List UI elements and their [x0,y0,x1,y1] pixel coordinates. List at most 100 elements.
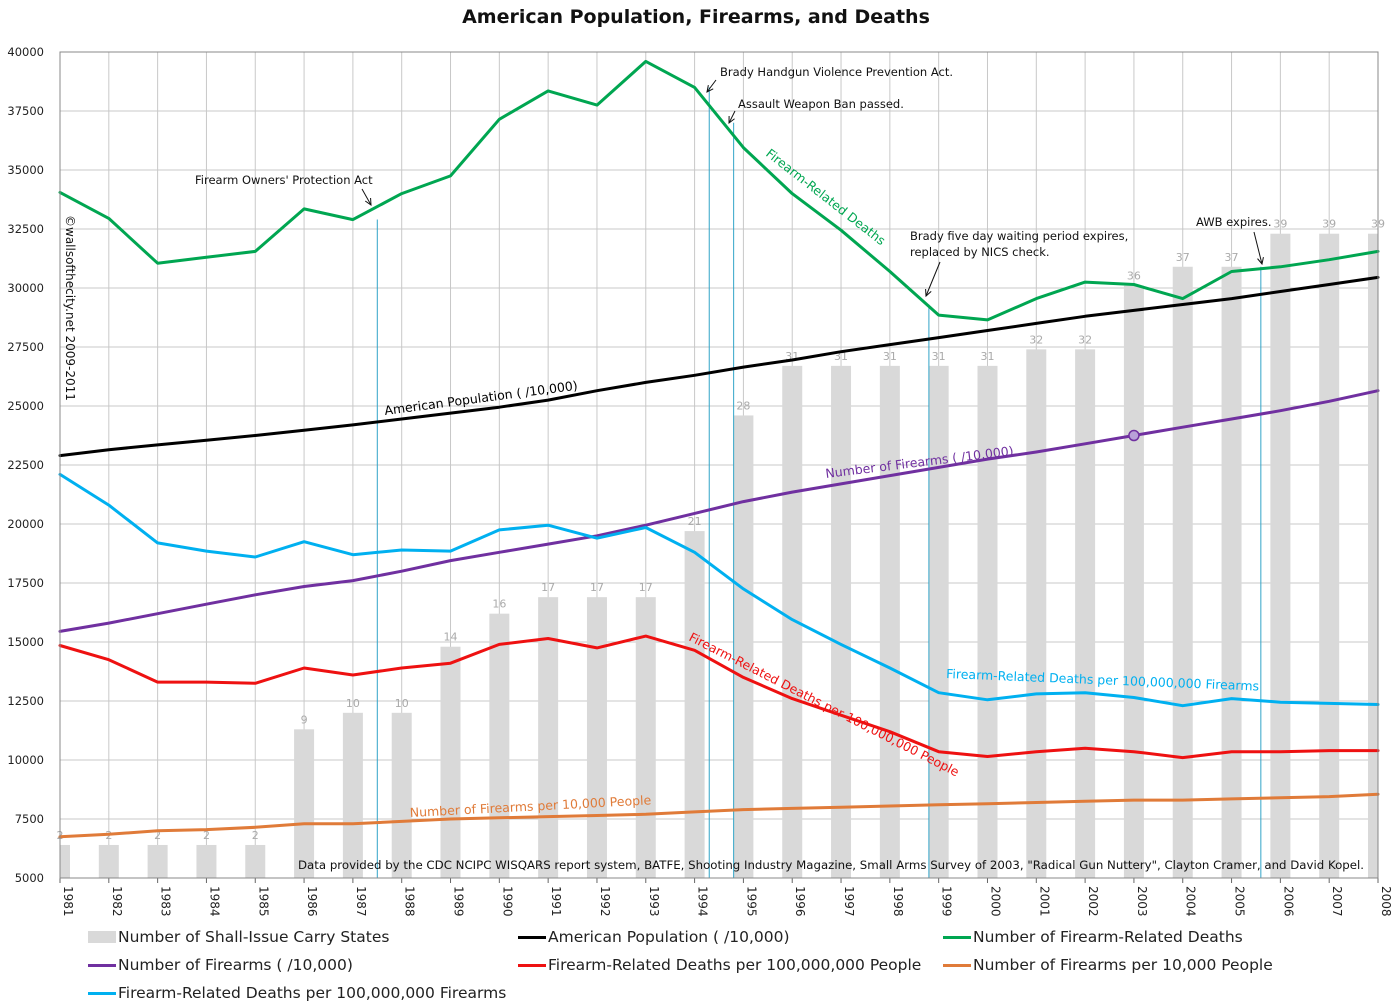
series-point-marker [1128,429,1140,442]
bar-value-label: 31 [932,350,946,363]
y-tick-label: 7500 [15,812,44,826]
bar [586,597,607,878]
bar-value-label: 32 [1029,333,1043,346]
event-annotation: replaced by NICS check. [910,245,1050,259]
legend-item-firearm-deaths: Number of Firearm-Related Deaths [943,928,1243,946]
x-tick-label: 1990 [500,886,514,917]
bar [879,365,900,878]
axis-layer: 5000 7500 10000 12500 15000 17500 20000 22500 25… [7,45,1392,917]
copyright-notice: ©wallsofthecity.net 2009-2011 [63,215,77,401]
y-tick-label: 40000 [7,45,44,59]
y-tick-label: 15000 [7,635,44,649]
bar [60,844,70,878]
x-tick-label: 2003 [1135,886,1149,917]
x-tick-label: 1985 [256,886,270,917]
annotation-layer: Firearm-Related Deaths American Populatio… [63,65,1364,872]
event-arrowhead [364,197,372,207]
x-tick-label: 1994 [696,886,710,917]
x-tick-label: 1996 [793,886,807,917]
bar-value-label: 9 [301,713,308,726]
x-tick-label: 2007 [1330,886,1344,917]
bar [928,365,949,878]
x-tick-label: 2000 [988,886,1002,917]
x-tick-label: 2002 [1086,886,1100,917]
chart-legend: Number of Shall-Issue Carry States Ameri… [88,926,1378,1006]
event-arrowhead [925,288,932,298]
event-arrowhead [1257,257,1264,266]
bar [147,844,168,878]
bar-value-label: 37 [1225,251,1239,264]
y-tick-label: 10000 [7,753,44,767]
event-annotation: Brady Handgun Violence Prevention Act. [720,65,953,79]
x-tick-label: 1989 [452,886,466,917]
bar-value-label: 17 [541,581,555,594]
x-tick-label: 2008 [1379,886,1392,917]
x-tick-label: 1988 [403,886,417,917]
series-line [58,275,1380,458]
legend-swatch-line [518,935,546,939]
bar [1123,285,1144,878]
y-tick-label: 22500 [7,458,44,472]
legend-item-deaths-per-people: Firearm-Related Deaths per 100,000,000 P… [518,956,921,974]
y-tick-label: 25000 [7,399,44,413]
bar-value-label: 2 [252,829,259,842]
bar-value-label: 10 [395,697,409,710]
bar [391,712,412,878]
x-tick-label: 1982 [110,886,124,917]
legend-swatch-line [88,963,116,967]
x-tick-label: 1992 [598,886,612,917]
bar-value-label: 39 [1273,218,1287,231]
bar [245,844,266,878]
bar [1319,233,1340,879]
series-inline-label: Firearm-Related Deaths per 100,000,000 P… [687,629,962,779]
legend-label: Number of Shall-Issue Carry States [118,928,390,946]
bar [1368,233,1378,879]
bar [977,365,998,878]
event-arrow [728,110,736,124]
x-tick-label: 1986 [305,886,319,917]
y-tick-label: 12500 [7,694,44,708]
bar [1221,266,1242,878]
bar [294,729,315,878]
series-line [58,59,1380,322]
bar-value-label: 36 [1127,270,1141,283]
bar-value-label: 16 [492,598,506,611]
event-annotation: AWB expires. [1196,215,1272,229]
y-tick-label: 37500 [7,104,44,118]
legend-label: American Population ( /10,000) [548,928,790,946]
bar-value-label: 10 [346,697,360,710]
x-tick-label: 1995 [744,886,758,917]
x-tick-label: 1983 [159,886,173,917]
x-tick-label: 2006 [1281,886,1295,917]
x-tick-label: 2004 [1184,886,1198,917]
legend-label: Firearm-Related Deaths per 100,000,000 F… [118,984,507,1002]
x-tick-label: 1993 [647,886,661,917]
x-tick-label: 2001 [1037,886,1051,917]
chart-title: American Population, Firearms, and Death… [462,6,930,28]
series-line [58,634,1380,760]
legend-item-shall-issue: Number of Shall-Issue Carry States [88,928,389,946]
legend-swatch-line [943,963,971,967]
event-annotation: Firearm Owners' Protection Act [195,173,373,187]
y-tick-label: 5000 [15,871,44,885]
bar-value-label: 28 [736,399,750,412]
series-line [58,472,1380,708]
bar [196,844,217,878]
bar-value-label: 37 [1176,251,1190,264]
plot-frame [59,51,1379,879]
legend-swatch-line [943,935,971,939]
bar [489,613,510,878]
series-line [58,792,1380,839]
bar [635,597,656,878]
legend-label: Number of Firearms ( /10,000) [118,956,353,974]
source-note: Data provided by the CDC NCIPC WISQARS r… [298,859,1364,872]
y-tick-label: 17500 [7,576,44,590]
event-arrow [706,79,717,93]
bar [1026,349,1047,878]
legend-item-deaths-per-firearms: Firearm-Related Deaths per 100,000,000 F… [88,984,506,1002]
legend-label: Number of Firearm-Related Deaths [973,928,1243,946]
bar-value-label: 17 [590,581,604,594]
y-tick-label: 20000 [7,517,44,531]
